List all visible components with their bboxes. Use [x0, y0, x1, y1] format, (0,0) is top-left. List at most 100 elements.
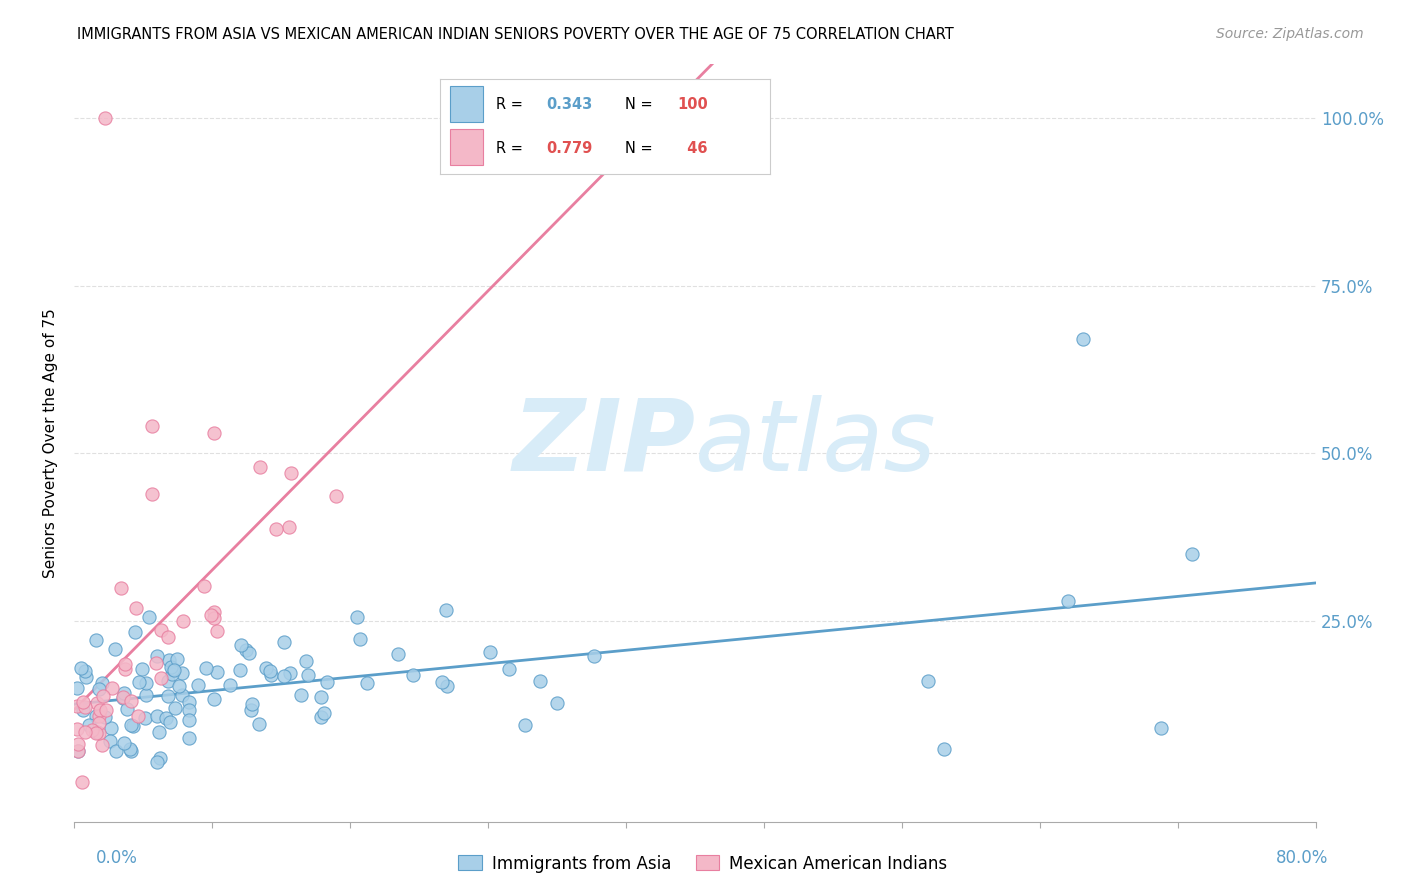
Point: [160, 666, 183, 681]
Point: [70, 775, 93, 789]
Text: 0.0%: 0.0%: [96, 849, 138, 867]
Point: [242, 697, 264, 711]
Point: [436, 679, 458, 693]
Point: [430, 675, 453, 690]
Point: [112, 736, 135, 750]
Point: [111, 690, 134, 704]
Point: [513, 718, 536, 732]
Point: [131, 662, 153, 676]
Point: [101, 681, 124, 695]
Point: [193, 579, 215, 593]
Point: [141, 419, 163, 434]
Point: [277, 520, 299, 534]
Point: [149, 750, 172, 764]
Point: [87, 726, 110, 740]
Point: [100, 722, 122, 736]
Point: [72, 695, 94, 709]
Point: [125, 600, 148, 615]
Point: [148, 724, 170, 739]
Point: [637, 111, 659, 125]
Point: [66, 722, 89, 736]
Point: [314, 706, 336, 720]
Point: [278, 665, 301, 680]
Point: [86, 724, 108, 739]
Point: [91, 738, 114, 752]
Point: [387, 647, 409, 661]
Point: [1071, 332, 1094, 346]
Point: [349, 632, 371, 646]
Point: [89, 703, 111, 717]
Point: [73, 700, 96, 714]
Point: [356, 676, 378, 690]
Point: [159, 660, 181, 674]
Point: [346, 609, 368, 624]
Point: [114, 662, 136, 676]
Point: [247, 717, 270, 731]
Point: [135, 675, 157, 690]
Point: [264, 522, 287, 536]
Point: [146, 755, 169, 769]
Point: [205, 665, 228, 680]
Text: ZIP: ZIP: [512, 395, 695, 491]
Point: [238, 647, 260, 661]
Point: [84, 708, 107, 723]
Point: [84, 725, 107, 739]
Point: [127, 709, 149, 723]
Legend: Immigrants from Asia, Mexican American Indians: Immigrants from Asia, Mexican American I…: [451, 848, 955, 880]
Point: [146, 708, 169, 723]
Point: [172, 614, 194, 628]
Point: [84, 633, 107, 648]
Point: [155, 711, 177, 725]
Point: [177, 731, 200, 745]
Point: [917, 674, 939, 689]
Point: [138, 609, 160, 624]
Point: [162, 662, 184, 676]
Point: [1181, 547, 1204, 561]
Point: [110, 581, 132, 595]
Point: [163, 700, 186, 714]
Point: [104, 641, 127, 656]
Point: [205, 624, 228, 639]
Point: [170, 688, 193, 702]
Point: [120, 718, 142, 732]
Point: [96, 703, 118, 717]
Point: [229, 638, 252, 652]
Text: 80.0%: 80.0%: [1277, 849, 1329, 867]
Point: [179, 703, 201, 717]
Point: [146, 648, 169, 663]
Y-axis label: Seniors Poverty Over the Age of 75: Seniors Poverty Over the Age of 75: [44, 309, 58, 578]
Point: [115, 702, 138, 716]
Point: [159, 714, 181, 729]
Point: [219, 678, 242, 692]
Point: [159, 653, 181, 667]
Point: [315, 674, 337, 689]
Point: [202, 611, 225, 625]
Point: [77, 718, 100, 732]
Point: [259, 665, 281, 679]
Point: [249, 459, 271, 474]
Point: [66, 744, 89, 758]
Point: [66, 737, 89, 751]
Point: [273, 634, 295, 648]
Point: [167, 679, 190, 693]
Point: [325, 489, 347, 503]
Point: [166, 651, 188, 665]
Point: [297, 667, 319, 681]
Point: [260, 667, 283, 681]
Point: [156, 630, 179, 644]
Point: [1056, 594, 1078, 608]
Point: [546, 696, 568, 710]
Point: [87, 681, 110, 696]
Point: [66, 744, 89, 758]
Point: [498, 662, 520, 676]
Point: [75, 670, 97, 684]
Point: [529, 674, 551, 689]
Point: [229, 663, 252, 677]
Point: [150, 623, 173, 637]
Point: [932, 741, 955, 756]
Point: [1150, 722, 1173, 736]
Point: [120, 743, 142, 757]
Point: [80, 723, 103, 737]
Point: [177, 713, 200, 727]
Point: [145, 657, 167, 671]
